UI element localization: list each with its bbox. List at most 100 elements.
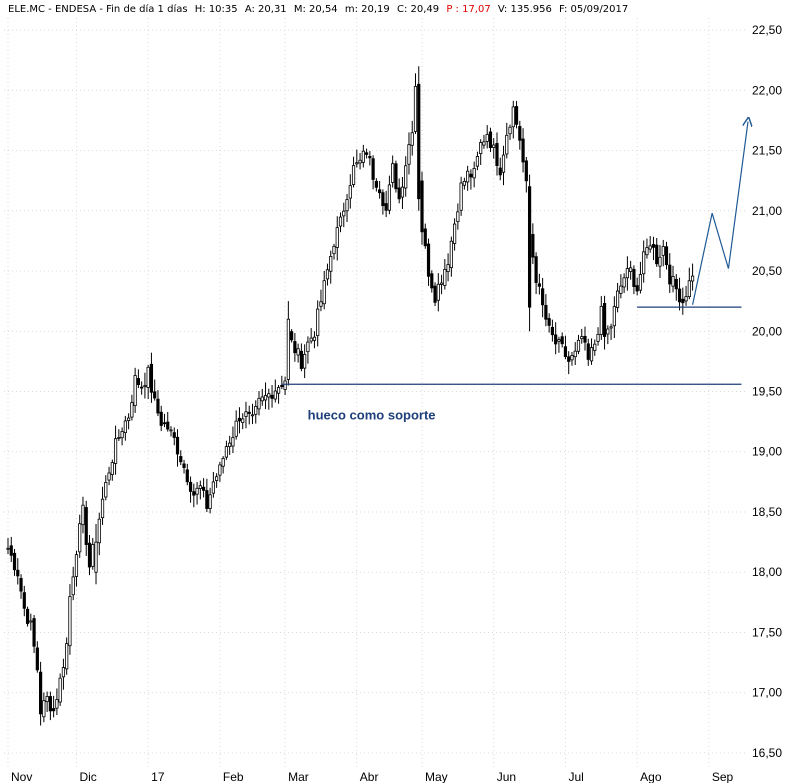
candle (280, 375, 284, 390)
candle (306, 336, 310, 364)
candle-body (276, 387, 281, 394)
y-tick-label: 17,50 (752, 625, 782, 639)
candle (130, 394, 134, 421)
candle-body (498, 167, 502, 176)
candle-body (130, 402, 134, 418)
candle (417, 66, 421, 211)
candle (303, 344, 307, 379)
candle (319, 289, 323, 312)
candle (635, 277, 639, 296)
candle-body (348, 185, 352, 199)
candle-body (635, 285, 639, 292)
candle (492, 138, 496, 159)
candle-body (172, 432, 176, 438)
candle (661, 239, 665, 267)
candle (61, 658, 66, 690)
candle (511, 100, 515, 139)
candle (117, 429, 121, 441)
candle-body (244, 411, 248, 417)
candle (466, 165, 470, 191)
projection (691, 122, 748, 305)
candle-body (547, 318, 551, 326)
y-tick-label: 20,50 (752, 264, 782, 278)
candle (149, 352, 154, 403)
candle-body (22, 592, 26, 609)
candle-body (358, 159, 362, 164)
candle-body (374, 180, 378, 188)
candle-body (482, 141, 486, 146)
candle-body (120, 431, 124, 439)
candle (573, 342, 577, 366)
candle (48, 691, 52, 721)
candle (684, 285, 688, 306)
y-tick-label: 19,50 (752, 385, 782, 399)
annotation-text: hueco como soporte (308, 408, 436, 423)
candle (583, 326, 587, 351)
candle-body (426, 243, 431, 277)
candle (495, 132, 499, 176)
candle-body (335, 227, 339, 248)
candle (146, 364, 150, 400)
candle (22, 585, 26, 617)
candle (345, 193, 349, 222)
candle (342, 202, 346, 228)
candle-body (201, 486, 206, 491)
candle-body (596, 333, 600, 342)
candle (78, 514, 82, 558)
candle (677, 277, 682, 311)
candle-body (505, 134, 509, 155)
y-tick-label: 20,00 (752, 324, 782, 338)
candle-body (257, 397, 261, 410)
candle-body (104, 481, 108, 498)
candle (459, 176, 463, 216)
candle-body (273, 390, 277, 400)
candle (371, 155, 375, 190)
candle-body (19, 578, 23, 592)
candle-body (12, 552, 17, 571)
candle-body (169, 429, 173, 432)
candle-body (495, 143, 499, 166)
candle (616, 282, 620, 313)
candle (521, 128, 525, 173)
candle-body (351, 165, 356, 185)
y-axis: 16,50 17,00 17,50 18,00 18,50 19,00 19,50 20,00… (752, 23, 782, 760)
candle-body (215, 476, 219, 481)
candle (580, 328, 584, 344)
candle (263, 382, 268, 410)
candle (100, 486, 105, 525)
candle (479, 139, 483, 165)
candle (309, 328, 313, 344)
candle-body (198, 485, 202, 489)
candle-body (25, 608, 30, 624)
candle (84, 500, 88, 556)
candle (325, 263, 330, 286)
candle (413, 73, 418, 134)
candle (153, 379, 157, 401)
candle-body (355, 162, 359, 165)
candle (576, 334, 581, 355)
candle-body (329, 256, 333, 272)
candle-body (117, 437, 121, 439)
y-tick-label: 16,50 (752, 746, 782, 760)
y-tick-label: 18,00 (752, 565, 782, 579)
candle (472, 161, 476, 188)
candle-body (531, 234, 535, 258)
candle (91, 537, 95, 570)
candle (567, 351, 571, 375)
header-volume: V: 135.956 (498, 4, 552, 15)
candle-body (625, 268, 629, 279)
header-symbol: ELE.MC - ENDESA - Fin de día 1 días (8, 3, 188, 15)
candle-body (234, 420, 238, 437)
header-min: m: 20,19 (345, 4, 390, 15)
candle-body (38, 671, 43, 715)
candle-body (156, 398, 160, 414)
candle-body (97, 518, 101, 544)
candle-body (420, 180, 424, 233)
candle (16, 558, 20, 585)
candle (169, 426, 173, 437)
candle-body (642, 251, 646, 275)
candle (537, 273, 541, 295)
candle-body (192, 491, 196, 496)
candle (104, 475, 108, 501)
candle (609, 323, 613, 341)
